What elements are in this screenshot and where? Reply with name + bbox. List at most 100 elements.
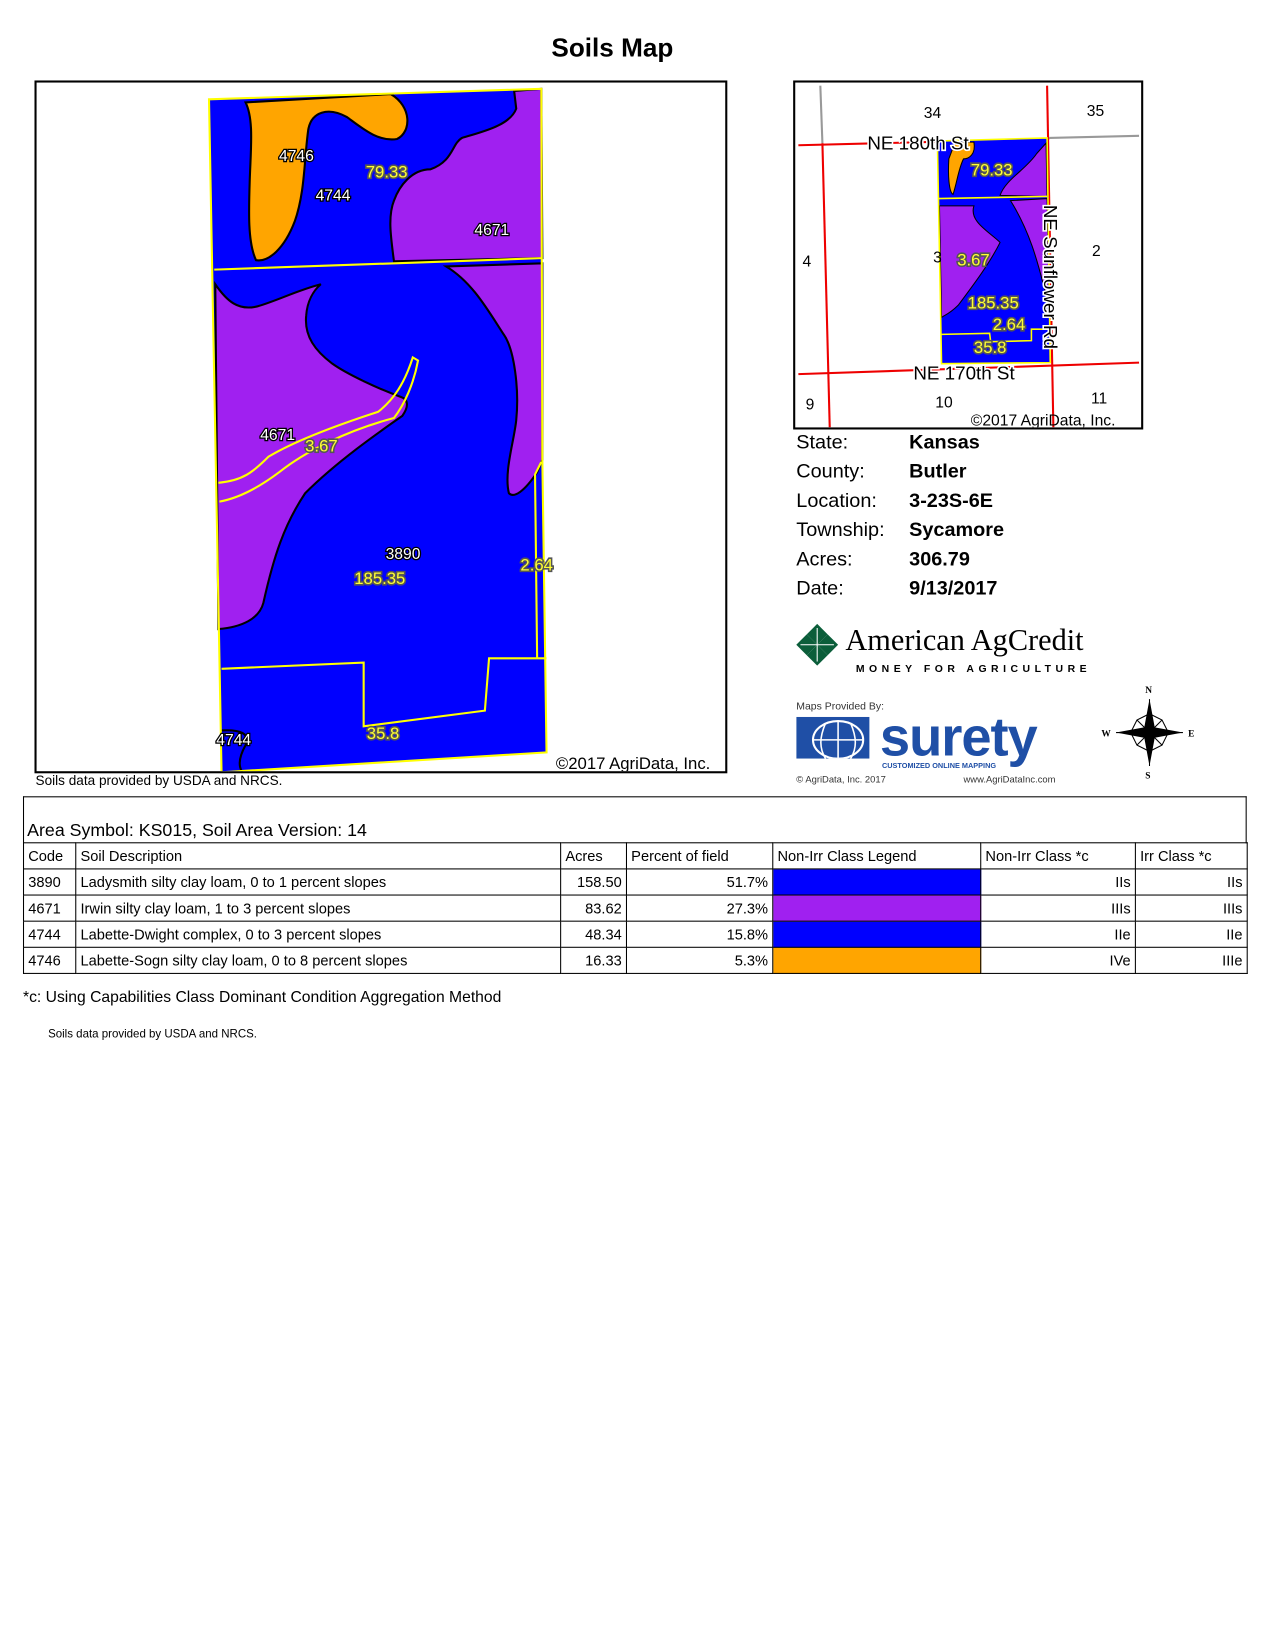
acre-label: 35.8 [367,724,400,743]
soil-description: Labette-Sogn silty clay loam, 0 to 8 per… [75,946,562,974]
road-line [821,143,831,428]
agridata-copyright: © AgriData, Inc. 2017 [796,774,886,785]
compass-s: S [1145,772,1150,782]
area-symbol-header: Area Symbol: KS015, Soil Area Version: 1… [22,796,1247,844]
road-label: NE 180th St [867,132,969,153]
locator-map-canvas: 34 35 4 3 2 9 10 11 NE 180th St NE 170th… [798,85,1140,428]
american-agcredit-logo: American AgCredit MONEY FOR AGRICULTURE [794,622,1087,675]
soil-acres: 83.62 [560,894,627,922]
irr-class: IIe [1134,920,1248,948]
soil-description: Ladysmith silty clay loam, 0 to 1 percen… [75,868,562,896]
field-boundary [218,355,420,503]
surety-tagline: CUSTOMIZED ONLINE MAPPING [881,762,997,771]
acre-label: 3.67 [957,250,990,269]
acre-label: 79.33 [971,161,1013,180]
legend-swatch [772,894,982,922]
globe-icon [796,716,870,759]
locator-copyright: ©2017 AgriData, Inc. [971,412,1116,427]
column-header: Soil Description [75,842,562,870]
page-title: Soils Map [551,33,674,63]
info-label: County: [796,460,865,483]
section-label: 4 [803,253,812,270]
column-header: Code [22,842,77,870]
section-label: 3 [933,249,942,266]
compass-rose: N S E W [1099,682,1199,782]
section-label: 9 [806,397,815,414]
soil-percent: 51.7% [625,868,774,896]
soil-code: 4746 [22,946,77,974]
soil-acres: 48.34 [560,920,627,948]
section-label: 11 [1091,390,1107,407]
agcredit-tagline: MONEY FOR AGRICULTURE [855,663,1092,676]
field-boundary [214,257,543,271]
info-value: Sycamore [909,519,1005,542]
soil-4746-area [243,92,409,262]
acre-label: 79.33 [366,163,408,182]
section-label: 34 [924,105,942,122]
soil-4671-area [214,280,408,631]
acre-label: 35.8 [974,338,1007,357]
compass-n: N [1145,686,1152,696]
section-label: 35 [1087,103,1105,120]
road-label: NE 170th St [913,362,1015,383]
soil-code: 3890 [22,868,77,896]
soil-code: 4744 [22,920,77,948]
table-header-row: Code Soil Description Acres Percent of f… [22,842,1248,870]
field-boundary [533,461,543,659]
irr-class: IIIs [1134,894,1248,922]
soil-description: Irwin silty clay loam, 1 to 3 percent sl… [75,894,562,922]
section-label: 2 [1092,243,1101,260]
road-line [798,361,1140,376]
acre-label: 185.35 [968,293,1019,312]
soil-percent: 15.8% [625,920,774,948]
soil-4671-area [389,87,544,263]
nonirr-class: IIIs [980,894,1136,922]
info-value: Kansas [909,431,980,454]
column-header: Non-Irr Class *c [980,842,1136,870]
compass-icon: N S E W [1101,686,1194,782]
agcredit-name: American AgCredit [845,623,1084,658]
soil-label: 4744 [216,732,251,749]
map-source-note: Soils data provided by USDA and NRCS. [35,772,283,788]
soil-4744-area [221,729,248,772]
surety-logo: Maps Provided By: surety CUSTOMIZED ONLI… [796,701,1078,790]
nonirr-class: IIs [980,868,1136,896]
area-symbol: Area Symbol: KS015, Soil Area Version: 1… [27,820,367,841]
maps-provided-by: Maps Provided By: [796,701,885,713]
acre-label: 3.67 [305,436,338,455]
legend-swatch [772,946,982,974]
info-label: Date: [796,577,844,600]
table-row: 4671 Irwin silty clay loam, 1 to 3 perce… [22,894,1248,922]
road-line [1046,85,1055,428]
soil-code: 4671 [22,894,77,922]
field-boundary [207,87,548,772]
table-row: 4744 Labette-Dwight complex, 0 to 3 perc… [22,920,1248,948]
soil-label: 4671 [474,222,509,239]
info-value: 9/13/2017 [909,577,998,600]
table-footnote: *c: Using Capabilities Class Dominant Co… [22,988,502,1007]
locator-map: 34 35 4 3 2 9 10 11 NE 180th St NE 170th… [793,80,1144,430]
acre-label: 2.64 [993,315,1026,334]
soil-label: 4671 [260,427,295,444]
info-label: Township: [796,519,885,542]
soil-4671-area [442,262,544,496]
soil-label: 3890 [386,546,421,563]
column-header: Irr Class *c [1134,842,1248,870]
irr-class: IIs [1134,868,1248,896]
info-label: Acres: [796,548,853,571]
surety-wordmark: surety [879,707,1038,769]
soils-map: 4746 4744 4671 4671 3890 4744 79.33 3.67… [34,80,728,774]
column-header: Percent of field [625,842,774,870]
acre-label: 185.35 [354,569,405,588]
acre-label: 2.64 [520,556,553,575]
agridata-url: www.AgriDataInc.com [963,774,1056,785]
compass-e: E [1188,730,1194,740]
soil-percent: 27.3% [625,894,774,922]
soil-label: 4744 [316,188,351,205]
info-value: 306.79 [909,548,970,571]
irr-class: IIIe [1134,946,1248,974]
soils-map-canvas: 4746 4744 4671 4671 3890 4744 79.33 3.67… [207,87,710,772]
compass-w: W [1101,730,1111,740]
info-value: Butler [909,460,967,483]
section-label: 10 [935,395,953,412]
